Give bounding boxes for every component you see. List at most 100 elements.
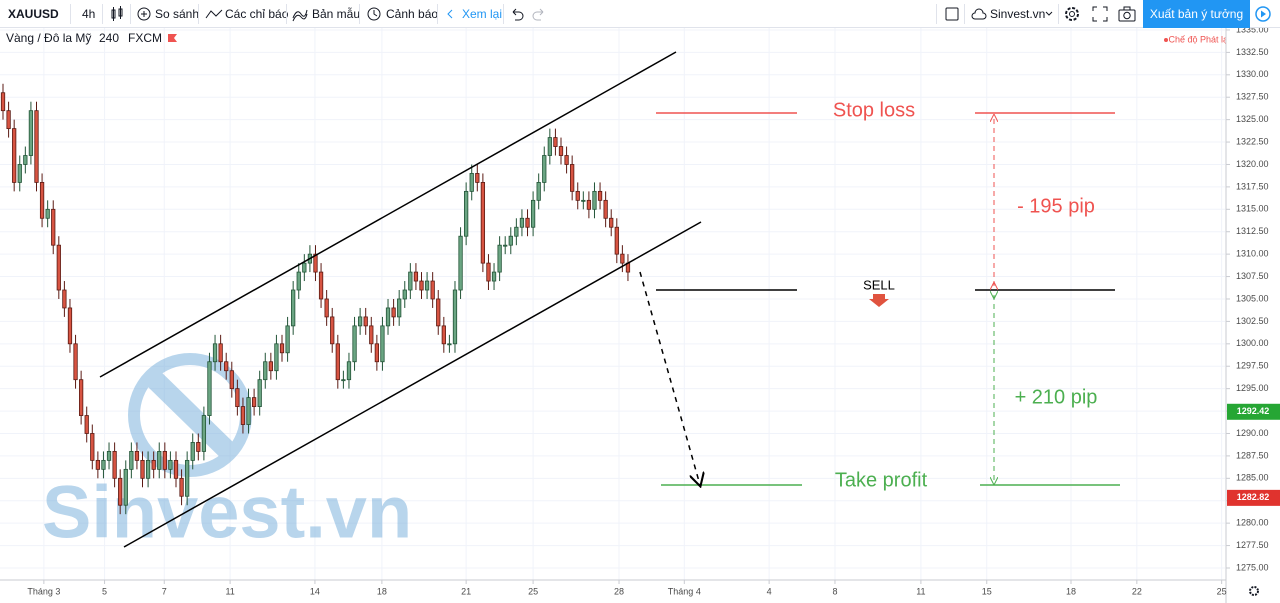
x-tick-label: Tháng 3 [27, 586, 60, 596]
x-tick-label: 5 [102, 586, 107, 596]
candle-body [112, 451, 117, 479]
candle-body [23, 155, 28, 165]
chart-style-icon[interactable] [110, 6, 124, 22]
y-tick-label: 1325.00 [1236, 114, 1269, 124]
candle-body [525, 217, 530, 228]
projection-arrow[interactable] [639, 271, 700, 485]
candle-body [547, 137, 552, 156]
candle-body [302, 262, 307, 273]
candle-body [218, 343, 223, 363]
candle-body [0, 92, 6, 112]
dropdown-caret[interactable] [1045, 11, 1053, 17]
separator [198, 4, 199, 24]
axis-settings[interactable] [1249, 586, 1259, 596]
y-tick-label: 1287.50 [1236, 450, 1269, 460]
y-tick-label: 1315.00 [1236, 204, 1269, 214]
replay-icon[interactable] [446, 9, 458, 19]
candle-body [235, 388, 240, 407]
candle-body [162, 451, 167, 470]
indicators-button[interactable]: Các chỉ báo [225, 7, 289, 21]
stop-loss-label: Stop loss [833, 99, 915, 121]
axes: 1275.001277.501280.001282.501285.001287.… [0, 24, 1280, 603]
y-tick-label: 1327.50 [1236, 92, 1269, 102]
alerts-button[interactable]: Cảnh báo [386, 7, 439, 21]
candle-body [374, 343, 379, 363]
compare-button[interactable]: So sánh [155, 7, 200, 21]
y-tick-label: 1290.00 [1236, 428, 1269, 438]
candle-body [380, 325, 385, 363]
x-tick-label: 22 [1132, 586, 1142, 596]
candle-body [185, 459, 190, 497]
candle-body [17, 164, 22, 183]
indicators-icon[interactable] [205, 8, 223, 20]
play-icon[interactable] [1253, 5, 1273, 23]
symbol[interactable]: XAUUSD [8, 7, 59, 21]
separator [437, 4, 438, 24]
candle-body [196, 442, 201, 452]
candle-body [296, 271, 301, 291]
candle-body [246, 397, 251, 425]
account-name[interactable]: Sinvest.vn [990, 7, 1046, 21]
templates-icon[interactable] [292, 6, 308, 22]
candle-body [436, 298, 441, 327]
candle-body [352, 325, 357, 363]
candle-body [51, 208, 56, 246]
candle-body [330, 316, 335, 345]
candle-body [614, 226, 619, 255]
y-tick-label: 1335.00 [1236, 24, 1269, 34]
candle-body [168, 459, 173, 470]
undo-redo[interactable] [510, 7, 546, 21]
candle-body [558, 146, 564, 156]
separator [70, 4, 71, 24]
candle-body [118, 477, 123, 506]
candle-body [419, 280, 424, 291]
y-tick-label: 1275.00 [1236, 562, 1269, 572]
alerts-icon[interactable] [366, 6, 382, 22]
replay-button[interactable]: Xem lại [462, 7, 503, 21]
candle-body [28, 110, 34, 156]
publish-button[interactable]: Xuất bản ý tưởng [1143, 0, 1250, 28]
candle-body [324, 298, 329, 318]
candle-body [357, 316, 363, 327]
candle-body [575, 190, 580, 201]
y-tick-label: 1330.00 [1236, 69, 1269, 79]
candle-body [263, 361, 268, 381]
candle-body [397, 298, 402, 318]
candle-body [497, 244, 502, 273]
candle-body [173, 459, 179, 479]
x-tick-label: 11 [916, 586, 925, 596]
candle-body [586, 199, 592, 210]
candle-body [369, 325, 374, 345]
templates-button[interactable]: Bản mẫu [312, 7, 361, 21]
candle-body [491, 271, 497, 282]
interval-button[interactable]: 4h [82, 7, 96, 21]
channel-upper[interactable] [99, 51, 677, 378]
separator [503, 4, 504, 24]
candle-body [519, 217, 525, 228]
mode-label: Chế độ Phát lại [1168, 34, 1230, 44]
candle-body [464, 190, 469, 237]
legend-flag[interactable] [168, 34, 177, 42]
price-marker-label: 1282.82 [1237, 492, 1270, 502]
candle-body [279, 343, 285, 354]
x-tick-label: 11 [225, 586, 234, 596]
channel-lower[interactable] [123, 221, 702, 548]
settings-icon[interactable] [1063, 5, 1081, 23]
x-tick-label: 25 [528, 586, 538, 596]
candle-body [207, 361, 212, 416]
y-tick-label: 1280.00 [1236, 518, 1269, 528]
compare-icon[interactable] [137, 7, 151, 21]
fullscreen-icon[interactable] [1092, 6, 1108, 22]
layout-checkbox[interactable] [945, 7, 959, 21]
candle-body [291, 289, 296, 327]
candle-body [45, 208, 50, 219]
candle-body [503, 244, 508, 247]
candle-body [508, 235, 513, 246]
candle-body [402, 289, 407, 300]
x-tick-label: 18 [377, 586, 387, 596]
candle-body [313, 253, 318, 273]
snapshot-icon[interactable] [1118, 6, 1136, 22]
reward-label: + 210 pip [1015, 386, 1098, 408]
y-tick-label: 1307.50 [1236, 271, 1269, 281]
take-profit-label: Take profit [835, 469, 928, 491]
